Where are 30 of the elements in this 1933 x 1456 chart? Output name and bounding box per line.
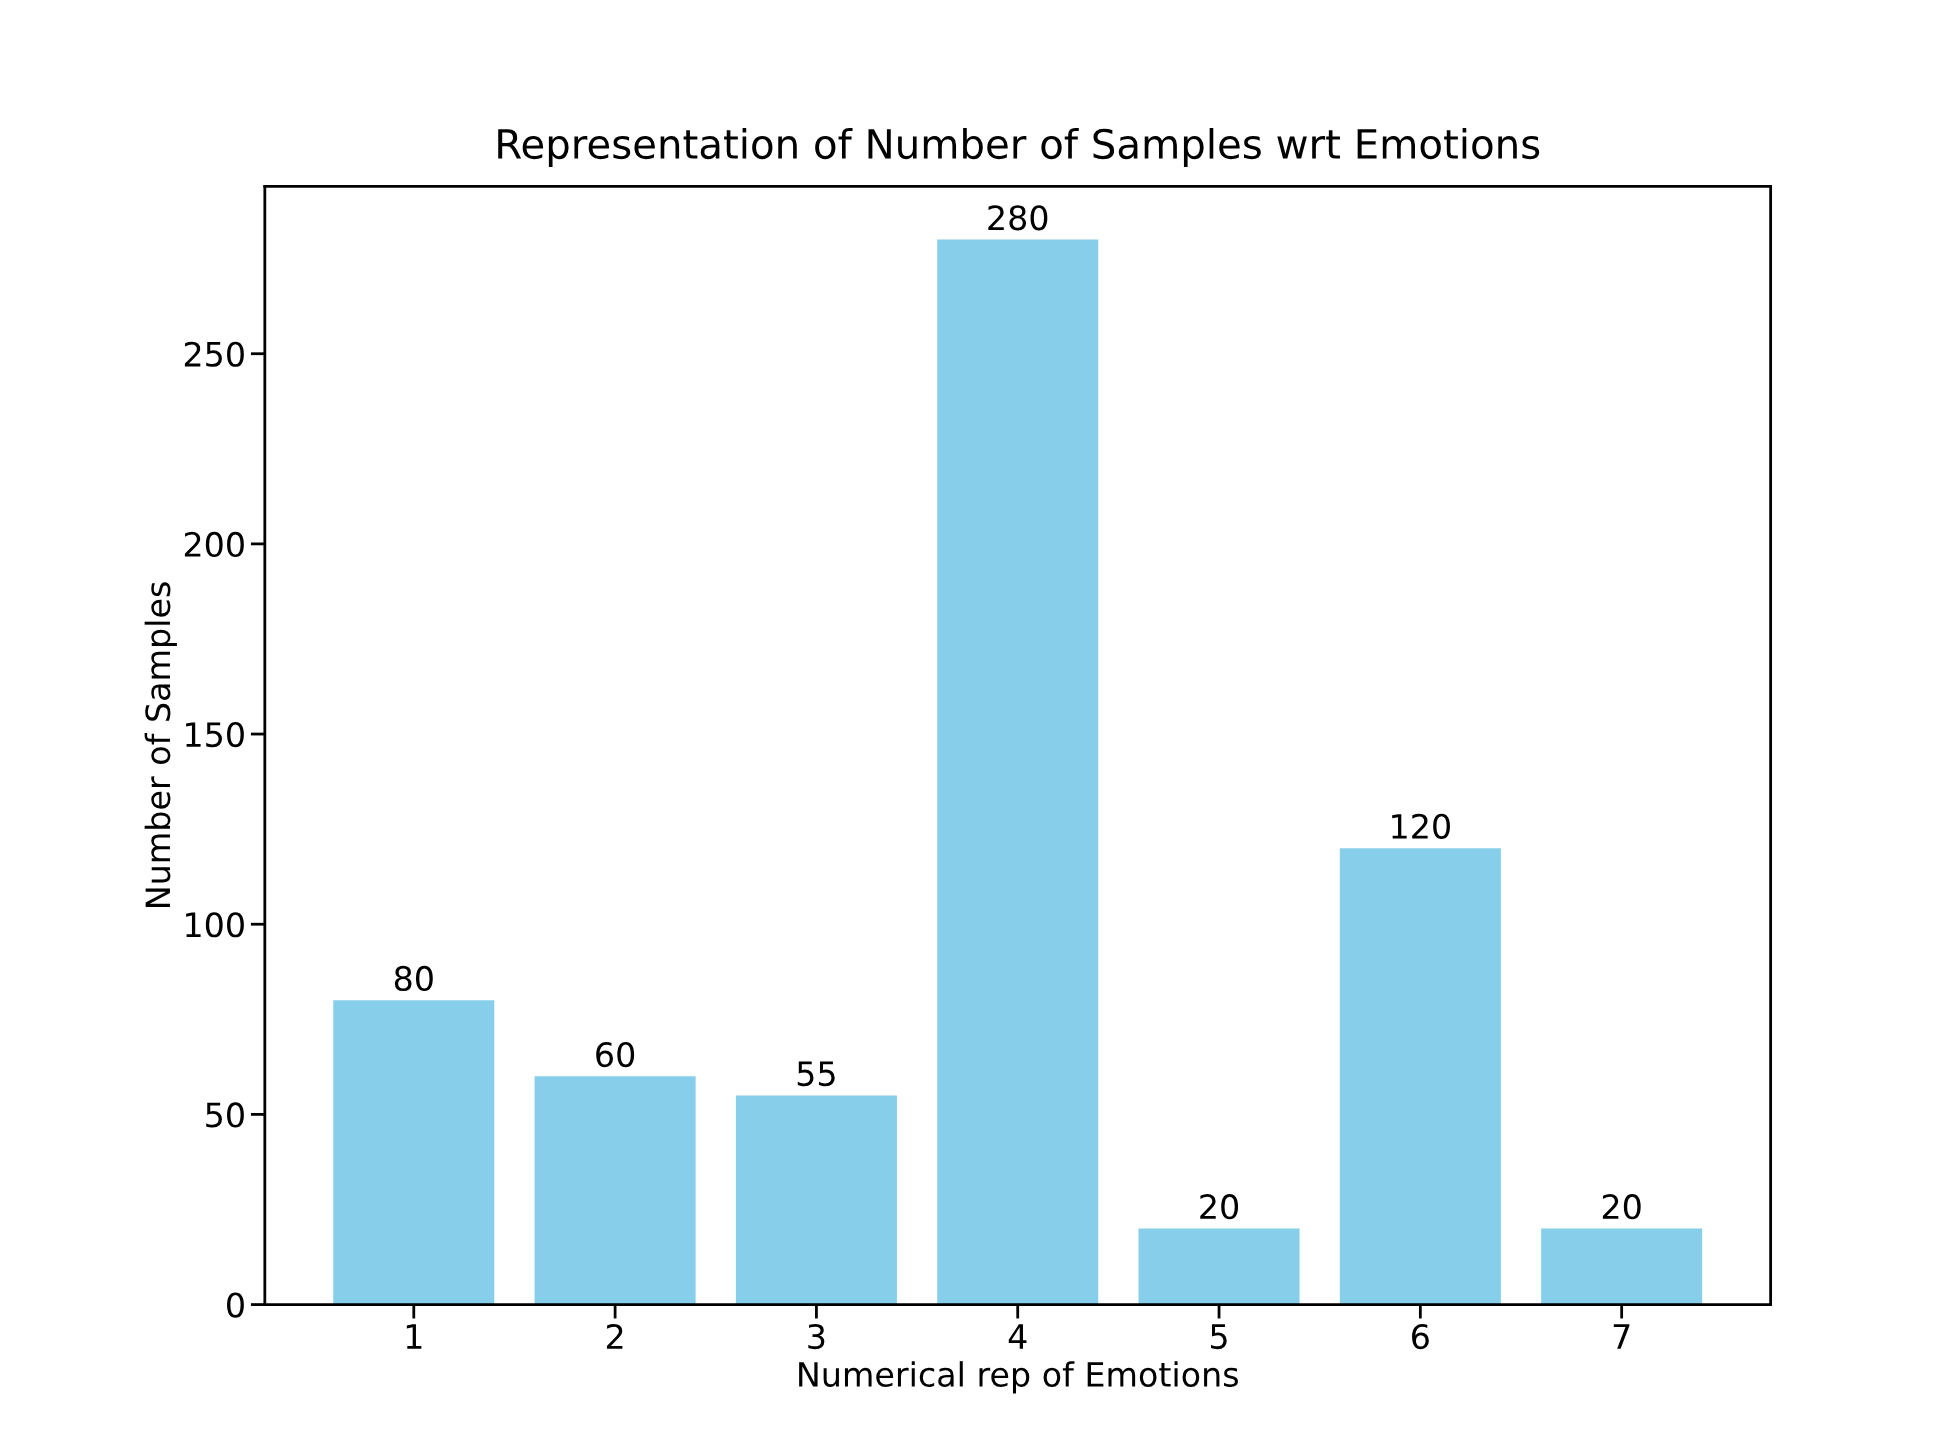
bar <box>937 239 1099 1305</box>
y-axis-title: Number of Samples <box>144 582 177 907</box>
x-tick-label: 5 <box>1211 1324 1227 1350</box>
y-tick-label: 0 <box>227 1292 244 1318</box>
data-label: 60 <box>596 1041 635 1068</box>
y-tick-label: 250 <box>184 341 244 367</box>
bar <box>333 1000 495 1305</box>
x-tick-label: 6 <box>1412 1323 1429 1350</box>
bar <box>1541 1228 1703 1305</box>
x-tick-label: 1 <box>406 1324 422 1349</box>
y-tick-label: 50 <box>206 1102 244 1128</box>
bar <box>1339 848 1501 1305</box>
y-tick-label: 200 <box>184 531 244 558</box>
data-label: 20 <box>1602 1194 1641 1220</box>
chart-title: Representation of Number of Samples wrt Emotions <box>498 127 1540 167</box>
data-label: 280 <box>988 205 1048 231</box>
x-tick-label: 3 <box>808 1323 825 1350</box>
bar <box>735 1095 897 1305</box>
data-label: 55 <box>797 1061 835 1087</box>
y-tick-label: 100 <box>186 912 244 938</box>
x-axis-title: Numerical rep of Emotions <box>799 1361 1238 1394</box>
x-tick-label: 4 <box>1008 1324 1027 1349</box>
data-label: 80 <box>394 965 433 992</box>
bar <box>534 1076 696 1305</box>
x-tick-label: 2 <box>606 1323 623 1349</box>
y-tick-label: 150 <box>186 721 244 748</box>
data-label: 120 <box>1392 813 1450 839</box>
x-tick-label: 7 <box>1613 1324 1630 1349</box>
bar <box>1138 1228 1300 1305</box>
data-label: 20 <box>1200 1194 1239 1220</box>
